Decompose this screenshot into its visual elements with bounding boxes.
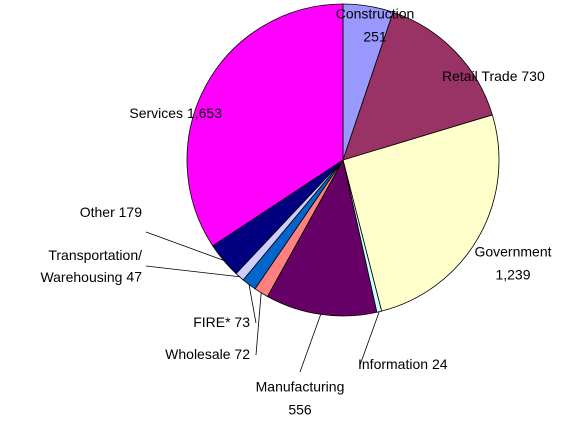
pie-slice <box>342 114 500 312</box>
value-label: 24 <box>432 356 448 372</box>
leader-line <box>145 231 224 261</box>
slice-label-group: FIRE* 73 <box>193 314 250 330</box>
slice-label: Retail Trade <box>442 68 518 84</box>
slice-label-line: Transportation/ <box>48 247 142 263</box>
pie-slice <box>186 3 344 247</box>
leader-line <box>248 284 257 324</box>
slice-label-group: Wholesale 72 <box>165 346 250 362</box>
value-label: 73 <box>234 314 250 330</box>
slice-label: Government <box>474 244 551 260</box>
slice-label: FIRE* <box>193 314 231 330</box>
slice-label: Wholesale <box>165 346 231 362</box>
value-label: 1,653 <box>187 105 222 121</box>
slice-label-line: Warehousing <box>40 269 122 285</box>
value-label: 556 <box>288 402 312 418</box>
value-label: 730 <box>521 68 545 84</box>
value-label: 47 <box>126 269 142 285</box>
leader-line <box>359 311 380 366</box>
slice-label: Transportation/Warehousing <box>40 247 142 285</box>
leader-line <box>145 265 240 278</box>
leader-line <box>255 292 262 356</box>
slice-label: Other <box>80 204 115 220</box>
value-label: 72 <box>234 346 250 362</box>
slice-label: Manufacturing <box>256 379 345 395</box>
value-label: 179 <box>119 204 143 220</box>
slice-label: Services <box>129 105 183 121</box>
value-label: 251 <box>363 29 387 45</box>
slice-label: Construction <box>336 6 415 22</box>
pie-slice <box>342 11 493 161</box>
value-label: 1,239 <box>495 267 530 283</box>
leader-line <box>299 314 322 373</box>
slice-label-group: Other 179 <box>80 204 142 220</box>
pie-slice <box>266 158 378 317</box>
slice-label-group: Retail Trade 730 <box>442 68 545 84</box>
slice-label-group: Services 1,653 <box>129 105 222 121</box>
slice-label: Information <box>358 356 428 372</box>
slice-label-group: Information 24 <box>358 356 448 372</box>
